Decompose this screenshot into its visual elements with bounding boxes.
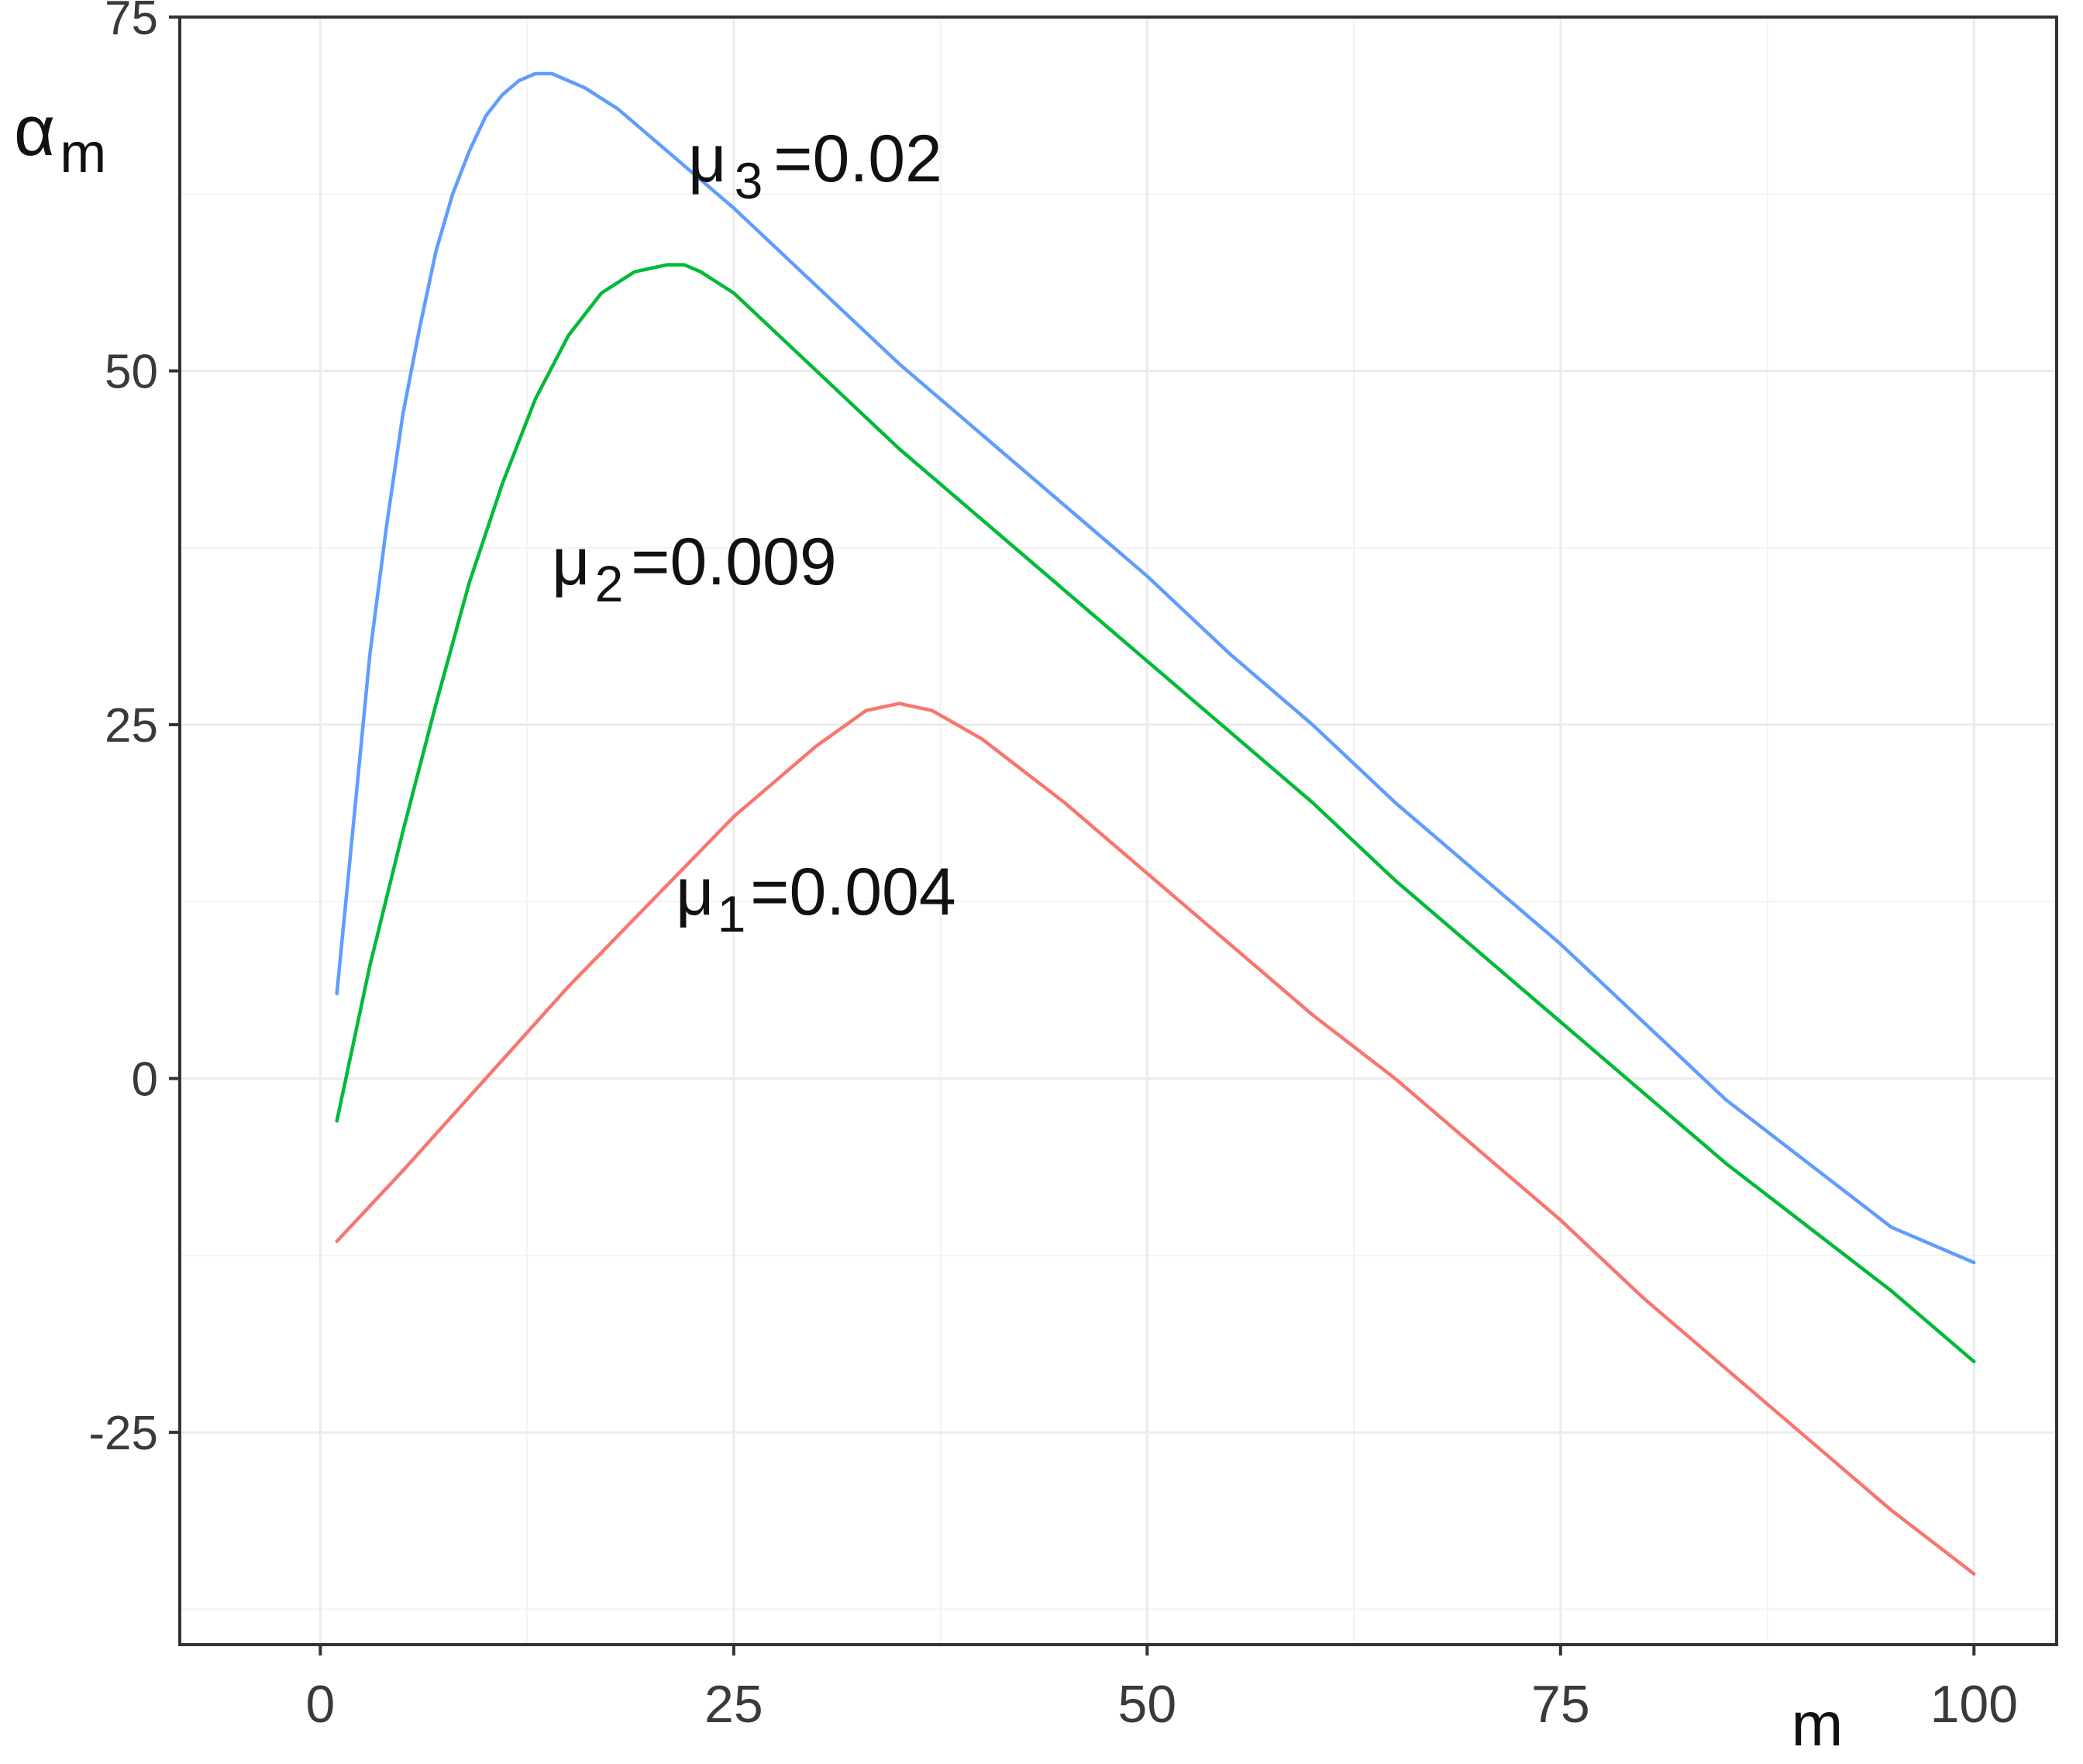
svg-text:μ1=0.004: μ1=0.004 — [676, 855, 956, 942]
y-tick-label: -25 — [88, 1407, 158, 1460]
plot-border — [178, 16, 2058, 1646]
y-tick-label: 25 — [105, 699, 158, 753]
series-label-subscript: 2 — [595, 555, 624, 612]
x-tick-label: 100 — [1930, 1675, 2018, 1734]
plot-background — [180, 17, 2057, 1645]
series-label-mu3: μ 3 =0.02 — [688, 122, 942, 209]
series-label-subscript: 1 — [718, 885, 746, 942]
series-label-symbol: μ — [676, 855, 714, 929]
svg-text:μ2=0.009: μ2 =0.009 — [552, 525, 837, 612]
y-axis-title-symbol: α — [14, 91, 55, 171]
x-tick-label: 0 — [305, 1675, 335, 1734]
y-axis-title: αm — [14, 91, 106, 184]
series-label-mu1: μ1=0.004 — [676, 855, 956, 942]
x-tick-label: 50 — [1118, 1675, 1177, 1734]
series-label-symbol: μ — [552, 525, 590, 599]
series-label-value: =0.009 — [631, 525, 836, 599]
series-line-2 — [335, 263, 1976, 1364]
y-tick-label: 0 — [132, 1053, 158, 1107]
y-tick-label: 50 — [105, 346, 158, 399]
y-tick-label: 75 — [105, 0, 158, 45]
series-label-mu2: μ2 =0.009 — [552, 525, 837, 612]
y-axis-ticks: -25 0 25 50 75 — [88, 0, 180, 1460]
series-label-value: =0.004 — [750, 855, 955, 929]
series-label-symbol: μ — [688, 122, 727, 196]
series-line-1 — [335, 71, 1976, 1265]
x-tick-label: 25 — [704, 1675, 763, 1734]
x-tick-label: 75 — [1531, 1675, 1590, 1734]
series-lines — [335, 71, 1976, 1576]
y-axis-title-subscript: m — [60, 122, 106, 184]
series-label-subscript: 3 — [735, 152, 763, 209]
series-line-3 — [335, 701, 1976, 1576]
svg-text:μ3=0.02: μ 3 =0.02 — [688, 122, 942, 209]
x-axis-title: m — [1792, 1690, 1844, 1759]
x-axis-ticks: 0 25 50 75 100 — [305, 1645, 2018, 1734]
series-label-value: =0.02 — [773, 122, 942, 196]
minor-gridlines — [180, 17, 2057, 1645]
